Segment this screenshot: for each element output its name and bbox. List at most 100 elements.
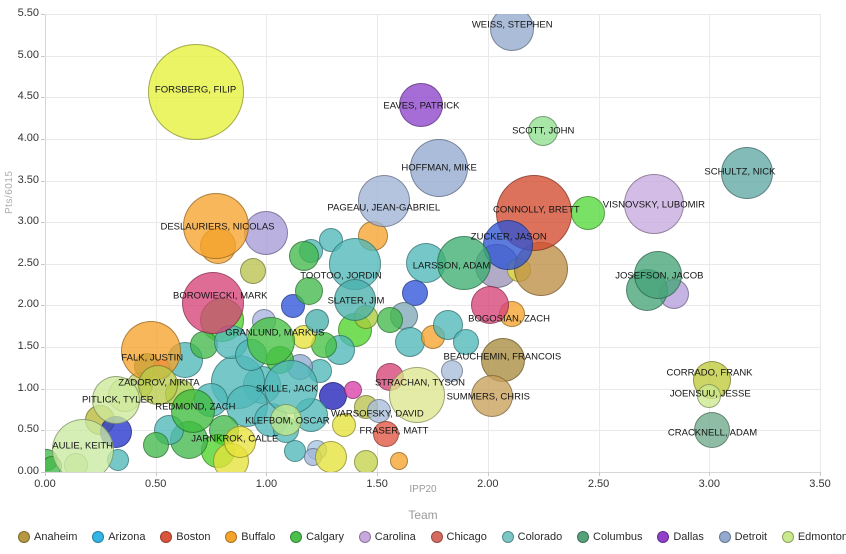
player-bubble[interactable]: [373, 420, 399, 447]
player-bubble[interactable]: [223, 426, 256, 459]
legend-item[interactable]: Carolina: [358, 531, 416, 543]
player-bubble[interactable]: [623, 173, 684, 234]
player-bubble[interactable]: [270, 404, 303, 437]
background-bubble[interactable]: [395, 327, 426, 358]
background-bubble[interactable]: [284, 440, 307, 463]
player-bubble[interactable]: [720, 147, 773, 200]
player-bubble[interactable]: [697, 384, 722, 409]
legend-item[interactable]: Calgary: [290, 531, 344, 543]
legend-item[interactable]: Columbus: [577, 531, 643, 543]
player-bubble[interactable]: [182, 193, 249, 260]
player-bubble[interactable]: [528, 115, 559, 146]
player-label: STRACHAN, TYSON: [374, 377, 466, 389]
player-label: WARSOFSKY, DAVID: [330, 408, 424, 420]
background-bubble[interactable]: [354, 450, 379, 472]
player-bubble[interactable]: [334, 279, 376, 322]
legend-swatch-icon: [92, 531, 105, 543]
x-tick-label: 1.00: [255, 478, 278, 490]
background-bubble[interactable]: [377, 306, 404, 333]
legend-item[interactable]: Detroit: [718, 531, 767, 543]
player-bubble[interactable]: [436, 235, 491, 290]
legend-swatch-icon: [358, 531, 371, 543]
player-label: SCHULTZ, NICK: [704, 166, 776, 178]
background-bubble[interactable]: [289, 241, 320, 272]
player-bubble[interactable]: [137, 364, 178, 405]
player-label: DESLAURIERS, NICOLAS: [160, 221, 275, 233]
x-tick-mark: [377, 472, 379, 476]
legend-swatch-icon: [290, 531, 303, 543]
legend-item[interactable]: Chicago: [430, 531, 487, 543]
background-bubble[interactable]: [570, 196, 605, 231]
x-tick-label: 2.00: [477, 478, 499, 490]
background-bubble[interactable]: [343, 381, 362, 400]
legend-item[interactable]: Boston: [160, 531, 211, 543]
background-bubble[interactable]: [294, 277, 323, 306]
legend-item[interactable]: Dallas: [657, 531, 704, 543]
legend-item[interactable]: Anaheim: [18, 531, 77, 543]
player-bubble[interactable]: [490, 14, 535, 51]
grid-line-x: [155, 14, 157, 472]
player-bubble[interactable]: [91, 376, 140, 425]
background-bubble[interactable]: [314, 441, 347, 472]
legend-label: Columbus: [593, 531, 643, 543]
background-bubble[interactable]: [401, 279, 428, 306]
player-bubble[interactable]: [693, 412, 730, 449]
legend-item[interactable]: Buffalo: [225, 531, 275, 543]
player-bubble[interactable]: [389, 367, 445, 424]
legend-swatch-icon: [501, 531, 514, 543]
player-bubble[interactable]: [357, 175, 410, 228]
grid-line-y: [45, 14, 820, 15]
player-label: PAGEAU, JEAN-GABRIEL: [327, 202, 441, 214]
legend-item[interactable]: Edmonton: [781, 531, 846, 543]
background-bubble[interactable]: [331, 413, 356, 438]
x-tick-label: 2.50: [587, 478, 610, 490]
y-tick-mark: [41, 138, 45, 140]
player-bubble[interactable]: [471, 285, 510, 324]
background-bubble[interactable]: [305, 309, 330, 334]
y-tick-label: 5.50: [17, 7, 39, 19]
background-bubble[interactable]: [441, 360, 464, 383]
player-bubble[interactable]: [171, 389, 216, 434]
x-tick-mark: [155, 472, 157, 476]
legend-swatch-icon: [430, 531, 443, 543]
player-bubble[interactable]: [471, 375, 514, 418]
y-tick-mark: [41, 55, 45, 57]
background-bubble[interactable]: [142, 432, 169, 459]
player-label: LARSSON, ADAM: [412, 260, 491, 272]
player-label: JOENSUU, JESSE: [669, 388, 751, 400]
grid-line-y: [45, 430, 820, 432]
player-bubble[interactable]: [147, 44, 244, 141]
legend-item[interactable]: Arizona: [92, 531, 145, 543]
background-bubble[interactable]: [390, 452, 409, 471]
player-bubble[interactable]: [399, 82, 444, 127]
y-tick-label: 2.00: [17, 298, 39, 311]
player-label: SKILLE, JACK: [255, 383, 318, 395]
player-label: CONNOLLY, BRETT: [492, 204, 580, 216]
grid-line-x: [45, 14, 46, 472]
y-tick-mark: [41, 347, 45, 349]
y-tick-mark: [41, 14, 45, 15]
player-label: REDMOND, ZACH: [155, 401, 236, 413]
player-bubble[interactable]: [182, 271, 245, 334]
legend-item[interactable]: Colorado: [501, 531, 562, 543]
background-bubble[interactable]: [244, 211, 289, 255]
x-axis-title: IPP20: [409, 484, 437, 495]
player-bubble[interactable]: [246, 317, 295, 366]
player-bubble[interactable]: [410, 139, 469, 198]
player-bubble[interactable]: [51, 418, 114, 472]
x-tick-label: 3.50: [809, 478, 831, 490]
legend-swatch-icon: [718, 531, 731, 543]
player-bubble[interactable]: [634, 251, 683, 300]
y-tick-mark: [41, 222, 45, 224]
background-bubble[interactable]: [240, 258, 267, 285]
player-label: BOGOSIAN, ZACH: [468, 313, 550, 325]
legend: Anaheim Arizona Boston Buffalo Calgary Caroli…: [0, 531, 846, 543]
player-bubble[interactable]: [482, 219, 533, 270]
legend-label: Edmonton: [797, 531, 846, 543]
background-bubble[interactable]: [452, 329, 479, 356]
legend-label: Dallas: [673, 531, 704, 543]
y-tick-mark: [41, 305, 45, 307]
grid-line-y: [45, 222, 820, 224]
background-bubble[interactable]: [190, 331, 219, 360]
y-tick-label: 3.50: [17, 173, 39, 186]
